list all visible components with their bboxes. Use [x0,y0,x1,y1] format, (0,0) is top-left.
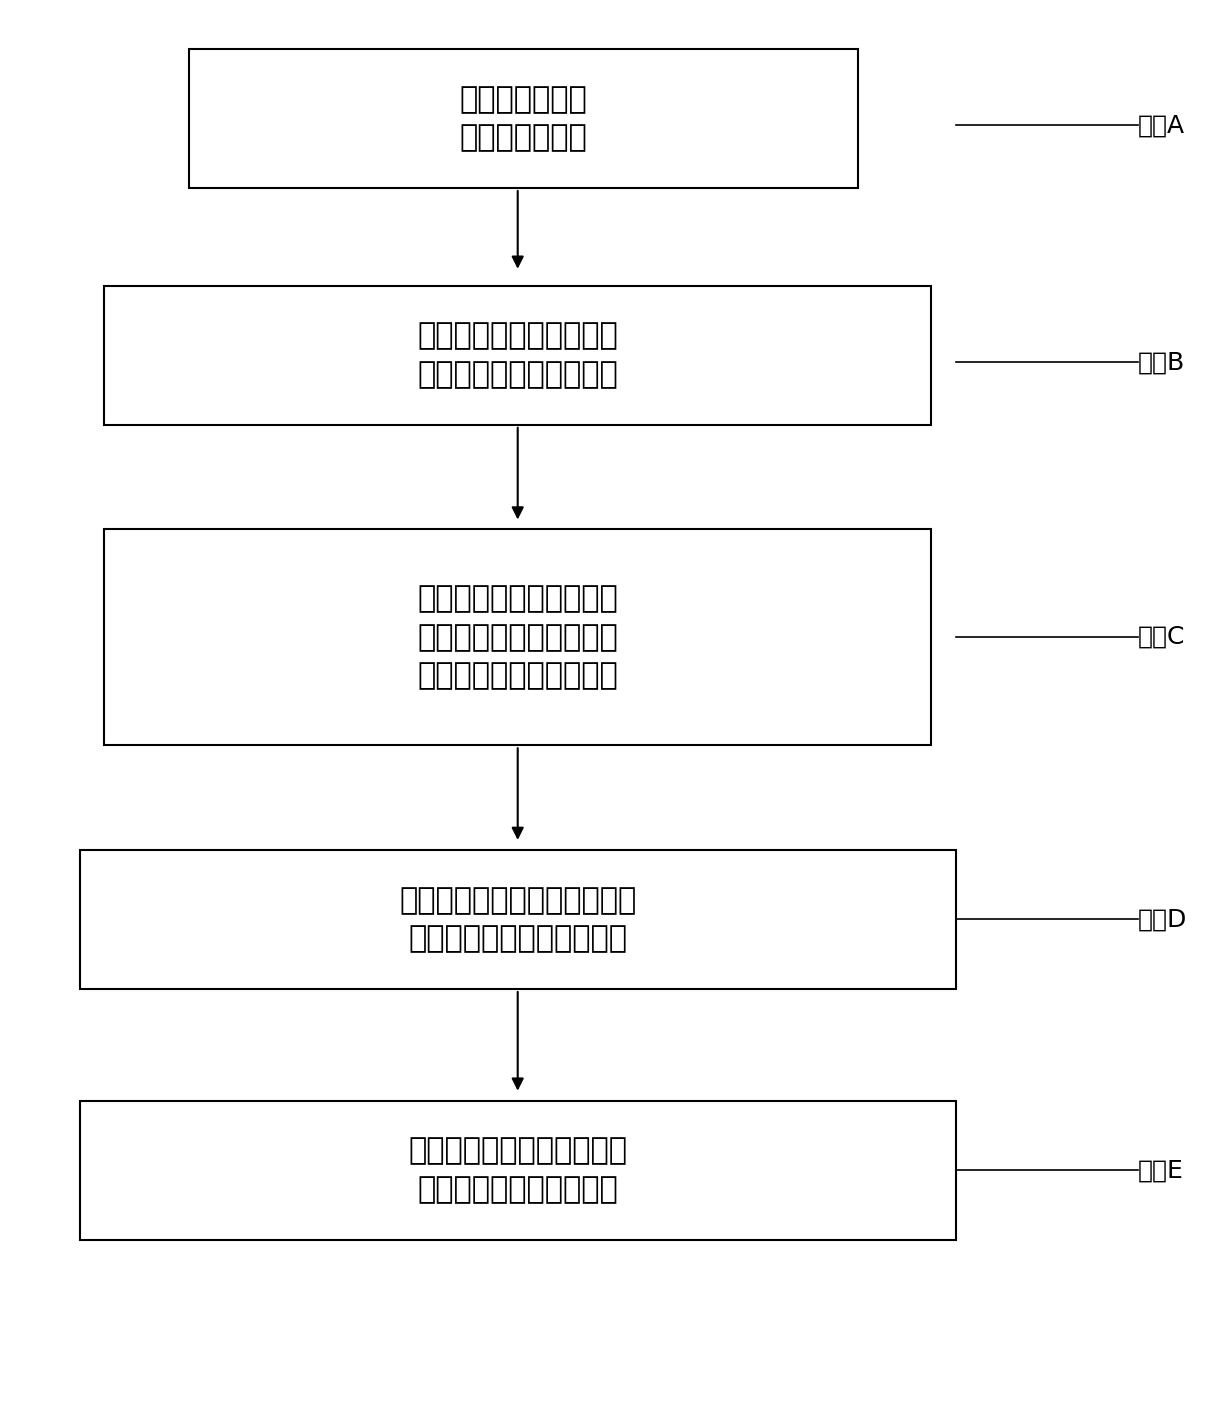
Text: 步骤B: 步骤B [1138,350,1186,374]
Text: 步骤E: 步骤E [1138,1158,1183,1182]
FancyBboxPatch shape [80,850,956,989]
Text: 步骤D: 步骤D [1138,908,1187,931]
Text: 步骤C: 步骤C [1138,625,1186,649]
FancyBboxPatch shape [189,49,859,189]
Text: 利用曲线对不同偏振角度下的
反射差分信号强度进行拟合: 利用曲线对不同偏振角度下的 反射差分信号强度进行拟合 [399,886,636,953]
Text: 利用偏振光照射被测物体
的被测表面并接受反射光: 利用偏振光照射被测物体 的被测表面并接受反射光 [417,322,619,388]
Text: 步骤A: 步骤A [1138,114,1184,138]
FancyBboxPatch shape [105,529,931,746]
Text: 根据拟合曲线得出晶轴方向
与基准方位线之间的夹角: 根据拟合曲线得出晶轴方向 与基准方位线之间的夹角 [408,1137,627,1204]
FancyBboxPatch shape [80,1100,956,1240]
FancyBboxPatch shape [105,286,931,425]
Text: 利用不同偏振角度下的反
射光强度计算不同偏振角
度下的反射差分信号强度: 利用不同偏振角度下的反 射光强度计算不同偏振角 度下的反射差分信号强度 [417,585,619,689]
Text: 在被测晶体表面
设置基准方位线: 在被测晶体表面 设置基准方位线 [460,84,588,152]
